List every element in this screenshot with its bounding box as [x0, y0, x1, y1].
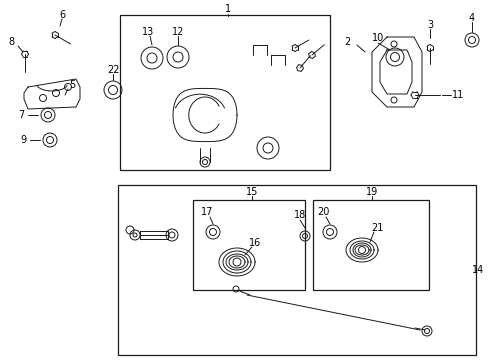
Text: 11: 11 — [451, 90, 463, 100]
Text: 17: 17 — [201, 207, 213, 217]
Text: 8: 8 — [8, 37, 14, 47]
Text: 9: 9 — [20, 135, 26, 145]
Text: 13: 13 — [142, 27, 154, 37]
Text: 4: 4 — [468, 13, 474, 23]
Text: 14: 14 — [471, 265, 483, 275]
Text: 5: 5 — [69, 80, 75, 90]
Text: 19: 19 — [365, 187, 377, 197]
Bar — [118, 185, 475, 355]
Text: 15: 15 — [245, 187, 258, 197]
Text: 18: 18 — [293, 210, 305, 220]
Bar — [312, 200, 428, 290]
Text: 10: 10 — [371, 33, 384, 43]
Text: 6: 6 — [59, 10, 65, 20]
Text: 22: 22 — [106, 65, 119, 75]
Text: 12: 12 — [171, 27, 184, 37]
Text: 3: 3 — [426, 20, 432, 30]
Text: 21: 21 — [370, 223, 383, 233]
Bar — [120, 15, 329, 170]
Text: 1: 1 — [224, 4, 231, 14]
Text: 7: 7 — [18, 110, 24, 120]
Text: 2: 2 — [343, 37, 349, 47]
Text: 16: 16 — [248, 238, 261, 248]
Bar — [193, 200, 305, 290]
Text: 20: 20 — [316, 207, 328, 217]
